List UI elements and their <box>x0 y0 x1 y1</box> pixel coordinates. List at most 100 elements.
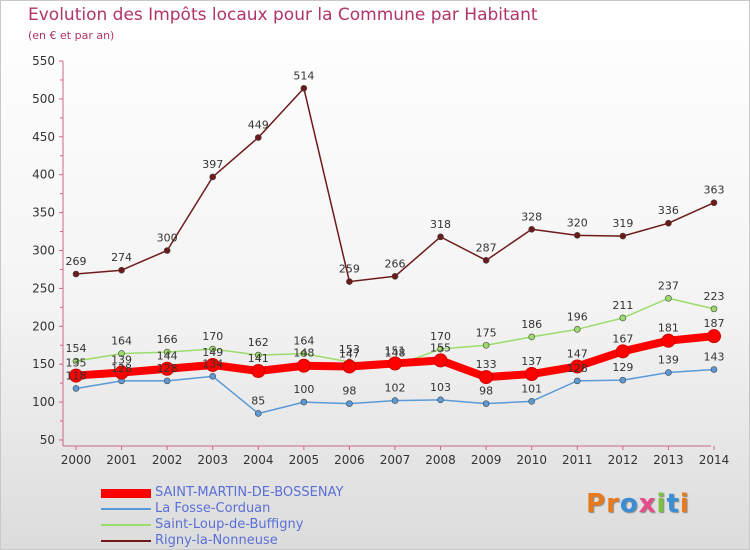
data-point <box>160 361 175 376</box>
data-label: 129 <box>612 361 633 374</box>
data-point <box>118 350 125 357</box>
data-point <box>209 345 217 353</box>
data-label: 128 <box>567 362 588 375</box>
data-point <box>573 326 581 333</box>
data-point <box>342 359 357 374</box>
x-tick-label: 2000 <box>61 453 92 467</box>
data-label: 118 <box>66 369 87 382</box>
data-label: 164 <box>293 335 314 348</box>
data-point <box>387 356 402 371</box>
data-point <box>437 233 444 241</box>
data-point <box>346 278 353 285</box>
data-point <box>69 368 83 383</box>
data-point <box>528 398 536 405</box>
data-label: 196 <box>567 310 588 323</box>
data-label: 300 <box>157 232 178 245</box>
data-label: 320 <box>567 216 588 229</box>
data-point <box>524 367 539 382</box>
data-label: 141 <box>248 352 269 365</box>
data-label: 319 <box>612 217 633 230</box>
data-label: 318 <box>430 218 451 231</box>
data-label: 128 <box>111 362 132 375</box>
data-point <box>72 270 80 278</box>
data-point <box>665 219 672 227</box>
data-point <box>619 376 627 384</box>
proxiti-logo: Proxiti <box>586 489 690 519</box>
data-label: 149 <box>202 346 223 359</box>
x-tick-label: 2005 <box>289 453 320 467</box>
data-label: 363 <box>703 184 724 197</box>
data-point <box>346 400 353 407</box>
legend-label: Saint-Loup-de-Buffigny <box>155 517 304 532</box>
data-point <box>661 333 676 348</box>
data-point <box>72 357 80 365</box>
data-point <box>209 373 217 380</box>
data-label: 148 <box>293 347 314 360</box>
data-point <box>573 377 581 385</box>
data-label: 153 <box>339 343 360 356</box>
data-point <box>570 359 585 374</box>
y-tick-label: 150 <box>32 357 55 371</box>
data-label: 100 <box>293 383 314 396</box>
data-label: 175 <box>476 326 497 339</box>
data-point <box>254 410 262 417</box>
legend-swatch <box>101 489 151 498</box>
y-tick-label: 250 <box>32 281 55 295</box>
data-label: 223 <box>703 290 724 303</box>
data-label: 128 <box>157 362 178 375</box>
data-point <box>433 353 448 368</box>
y-tick-label: 300 <box>32 244 55 258</box>
x-tick-label: 2009 <box>471 453 502 467</box>
data-point <box>391 272 399 280</box>
data-label: 328 <box>521 210 542 223</box>
data-label: 181 <box>658 322 679 335</box>
data-point <box>482 341 490 349</box>
data-label: 98 <box>342 385 356 398</box>
data-label: 133 <box>476 358 497 371</box>
data-point <box>665 294 672 302</box>
x-tick-label: 2013 <box>653 453 684 467</box>
data-label: 514 <box>293 69 314 82</box>
x-tick-label: 2008 <box>425 453 456 467</box>
data-point <box>114 365 129 380</box>
data-label: 211 <box>612 299 633 312</box>
data-point <box>528 333 536 341</box>
data-label: 137 <box>521 355 542 368</box>
x-tick-label: 2003 <box>197 453 228 467</box>
data-label: 147 <box>567 347 588 360</box>
y-tick-label: 450 <box>32 130 55 144</box>
data-point <box>615 344 630 359</box>
y-tick-label: 350 <box>32 206 55 220</box>
data-label: 397 <box>202 158 223 171</box>
data-point <box>300 398 308 406</box>
data-label: 269 <box>66 255 87 268</box>
x-tick-label: 2011 <box>562 453 593 467</box>
x-tick-label: 2006 <box>334 453 365 467</box>
data-point <box>391 397 399 404</box>
data-label: 101 <box>521 382 542 395</box>
data-point <box>619 232 627 240</box>
y-tick-label: 400 <box>32 168 55 182</box>
data-label: 170 <box>430 330 451 343</box>
data-point <box>254 351 262 359</box>
x-tick-label: 2014 <box>699 453 730 467</box>
data-label: 166 <box>157 333 178 346</box>
data-point <box>710 199 718 207</box>
data-point <box>300 350 308 357</box>
data-point <box>300 84 308 92</box>
y-tick-label: 50 <box>40 433 55 447</box>
data-point <box>251 364 266 379</box>
data-point <box>437 396 444 404</box>
y-tick-label: 550 <box>32 54 55 68</box>
data-label: 237 <box>658 279 679 292</box>
x-tick-label: 2002 <box>152 453 183 467</box>
data-label: 147 <box>339 347 360 360</box>
chart-title: Evolution des Impôts locaux pour la Comm… <box>28 5 538 25</box>
legend-swatch <box>101 508 151 510</box>
x-tick-label: 2004 <box>243 453 274 467</box>
data-point <box>482 257 490 264</box>
data-label: 259 <box>339 263 360 276</box>
data-label: 155 <box>430 341 451 354</box>
x-tick-label: 2012 <box>608 453 639 467</box>
